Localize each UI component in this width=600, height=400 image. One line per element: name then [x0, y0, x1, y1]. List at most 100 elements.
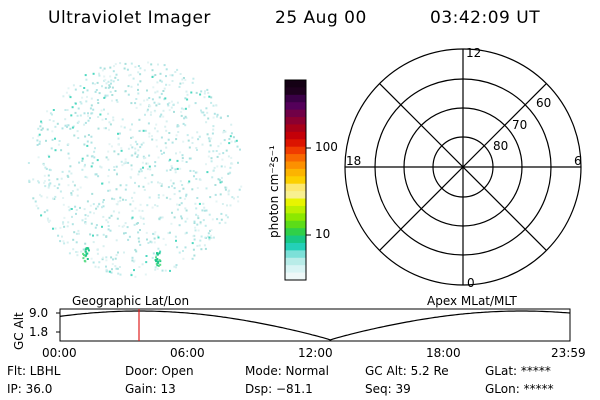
- image-pixel: [203, 244, 206, 247]
- image-pixel: [95, 89, 98, 91]
- image-pixel: [134, 150, 137, 153]
- image-pixel: [84, 175, 87, 178]
- image-pixel: [131, 123, 133, 126]
- geographic-panel-label: Geographic Lat/Lon: [72, 294, 190, 308]
- image-pixel: [53, 185, 56, 187]
- image-pixel-bright: [176, 167, 179, 170]
- image-pixel-bright: [101, 182, 104, 185]
- image-pixel: [155, 254, 158, 257]
- image-pixel: [28, 179, 31, 182]
- image-pixel: [117, 251, 119, 254]
- image-pixel: [210, 157, 213, 160]
- image-pixel: [149, 168, 152, 171]
- image-pixel: [37, 207, 40, 210]
- image-pixel: [178, 224, 181, 227]
- image-pixel-bright: [175, 239, 177, 242]
- image-pixel: [51, 113, 53, 116]
- image-pixel: [157, 63, 159, 66]
- color-bar: [285, 80, 306, 281]
- image-pixel: [237, 200, 240, 203]
- image-pixel: [94, 226, 97, 229]
- image-pixel: [210, 234, 212, 237]
- image-pixel: [141, 161, 144, 164]
- image-pixel: [87, 214, 90, 217]
- image-pixel: [107, 86, 110, 89]
- image-pixel: [109, 123, 112, 126]
- image-pixel: [151, 98, 154, 101]
- image-pixel: [194, 102, 197, 105]
- image-pixel: [199, 239, 202, 242]
- image-pixel: [84, 121, 87, 124]
- image-pixel: [159, 79, 162, 82]
- image-pixel-hotspot: [86, 258, 89, 260]
- image-pixel: [70, 193, 73, 196]
- image-pixel: [43, 181, 46, 184]
- image-pixel: [72, 248, 75, 251]
- image-pixel: [47, 219, 50, 222]
- color-bar-segment: [285, 80, 306, 89]
- image-pixel: [108, 216, 111, 219]
- image-pixel: [182, 82, 185, 85]
- image-pixel-bright: [206, 171, 209, 174]
- image-pixel: [167, 186, 170, 189]
- image-pixel: [148, 196, 151, 199]
- image-pixel: [94, 83, 96, 86]
- color-bar-segment: [285, 146, 306, 155]
- image-pixel: [176, 203, 178, 206]
- image-pixel: [217, 145, 220, 148]
- image-pixel: [96, 234, 99, 237]
- image-pixel: [48, 221, 50, 223]
- image-pixel: [199, 222, 202, 225]
- image-pixel: [189, 169, 192, 172]
- image-pixel: [99, 66, 102, 69]
- image-pixel: [160, 149, 162, 152]
- image-pixel: [86, 89, 89, 92]
- image-pixel: [40, 128, 43, 131]
- image-pixel: [200, 248, 203, 251]
- image-pixel-bright: [69, 96, 72, 99]
- image-pixel: [40, 195, 43, 198]
- image-pixel: [86, 95, 88, 98]
- image-pixel: [234, 140, 237, 143]
- image-pixel-hotspot: [156, 253, 159, 256]
- image-pixel: [139, 168, 142, 171]
- image-pixel-hotspot: [82, 257, 85, 260]
- image-pixel: [105, 269, 108, 272]
- color-bar-segment: [285, 213, 306, 222]
- image-pixel: [163, 87, 166, 90]
- image-pixel: [105, 156, 108, 159]
- image-pixel: [84, 214, 87, 217]
- image-pixel: [80, 250, 83, 253]
- image-pixel: [112, 119, 115, 122]
- image-pixel: [127, 93, 130, 96]
- image-pixel: [191, 81, 194, 84]
- image-pixel: [134, 181, 136, 184]
- image-pixel: [107, 228, 110, 231]
- image-pixel: [52, 120, 55, 123]
- image-pixel: [152, 86, 155, 89]
- image-pixel-bright: [96, 159, 99, 162]
- image-pixel: [212, 236, 215, 239]
- image-pixel: [80, 102, 83, 105]
- image-pixel: [89, 204, 92, 207]
- image-pixel: [150, 63, 153, 66]
- image-pixel: [158, 217, 161, 220]
- image-pixel: [205, 209, 208, 212]
- image-pixel: [105, 235, 108, 238]
- image-pixel: [212, 116, 215, 119]
- image-pixel: [79, 206, 81, 209]
- glat-info: GLat: *****: [485, 364, 551, 378]
- image-pixel: [155, 145, 158, 148]
- color-bar-segment: [285, 235, 306, 244]
- image-pixel: [115, 165, 118, 168]
- color-bar-segment: [285, 131, 306, 140]
- image-pixel: [209, 229, 211, 232]
- image-pixel: [67, 221, 70, 224]
- image-pixel: [108, 143, 111, 146]
- mode-info: Mode: Normal: [245, 364, 329, 378]
- image-pixel-bright: [148, 165, 151, 168]
- image-pixel: [199, 178, 202, 181]
- image-pixel: [117, 79, 120, 81]
- image-pixel: [207, 155, 210, 158]
- image-pixel: [47, 174, 50, 177]
